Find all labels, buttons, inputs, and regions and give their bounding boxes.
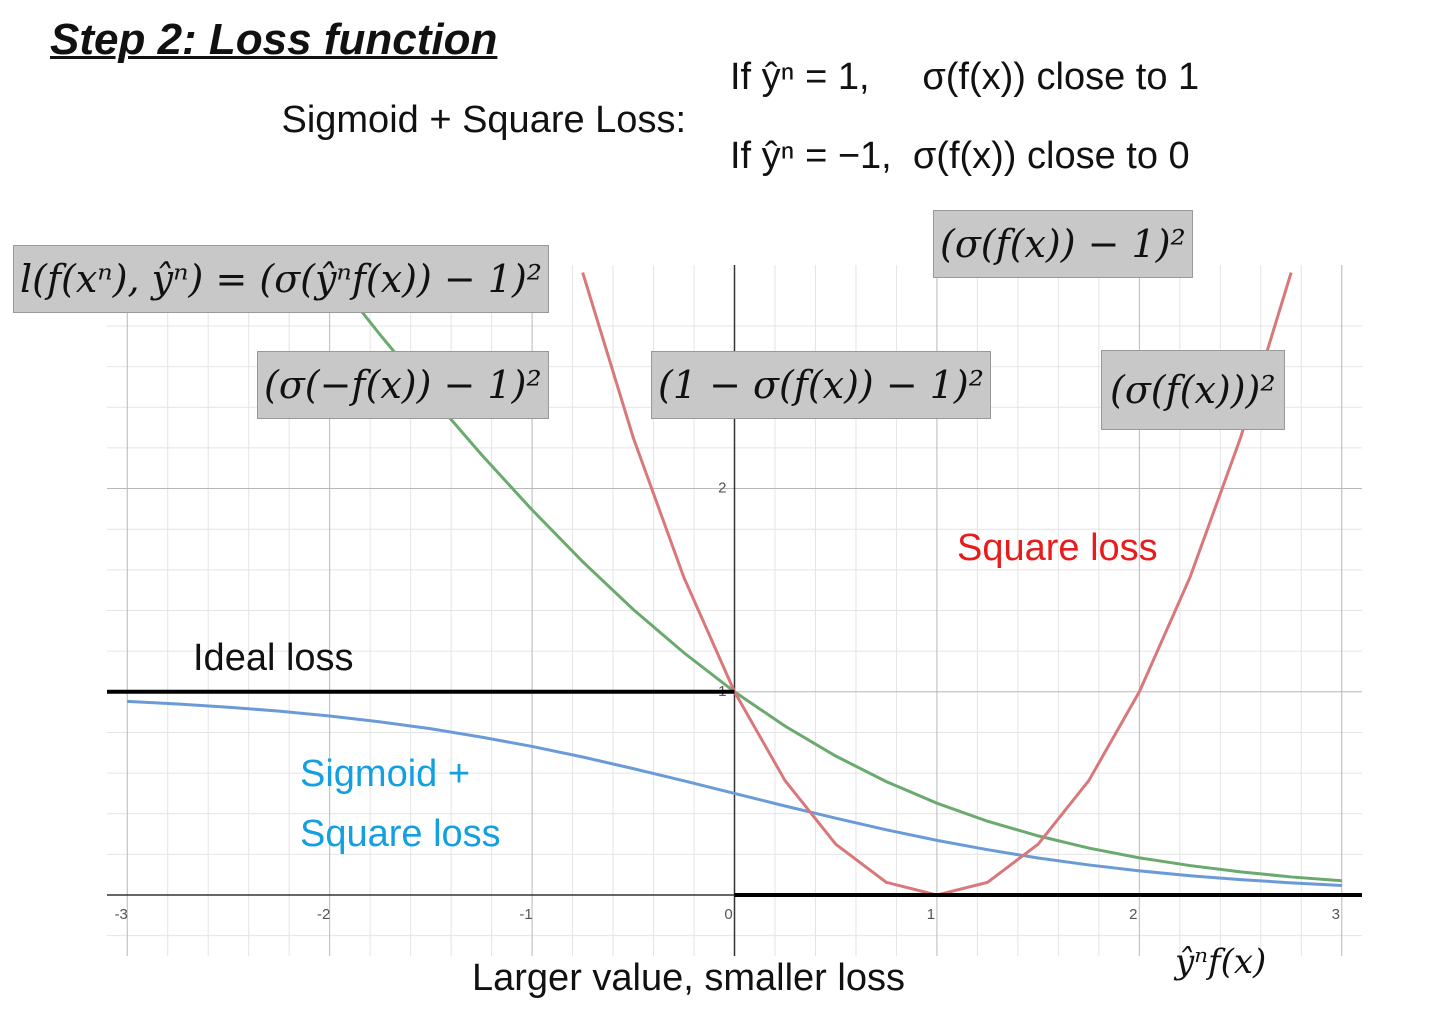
x-tick-label: -2 [317,906,330,923]
formula-box: (1 − σ(f(x)) − 1)² [651,351,991,419]
series-line [127,699,1342,887]
subtitle: Sigmoid + Square Loss: [281,99,686,141]
caption: Larger value, smaller loss [472,957,905,999]
formula-box: (σ(f(x)))² [1101,350,1285,430]
x-tick-label: 0 [724,906,732,923]
x-tick-label: 2 [1129,906,1137,923]
series-label: Ideal loss [193,637,354,679]
formula-box: (σ(−f(x)) − 1)² [257,351,549,419]
x-tick-label: -1 [519,906,532,923]
curves [107,270,1362,898]
title: Step 2: Loss function [50,15,498,64]
x-tick-label: 3 [1332,906,1340,923]
y-tick-label: 2 [718,480,726,497]
series-label: Square loss [957,527,1158,569]
formula-box: l(f(xⁿ), ŷⁿ) = (σ(ŷⁿf(x)) − 1)² [13,245,550,313]
condition: If ŷⁿ = 1, σ(f(x)) close to 1 [730,56,1200,98]
series-line [107,689,1362,898]
x-axis-label: ŷⁿf(x) [1175,942,1267,982]
condition: If ŷⁿ = −1, σ(f(x)) close to 0 [730,135,1190,177]
formula-box: (σ(f(x)) − 1)² [933,210,1193,278]
x-tick-label: -3 [115,906,128,923]
x-tick-label: 1 [927,906,935,923]
series-label: Sigmoid + Square loss [300,753,501,855]
series-line [328,270,1342,883]
